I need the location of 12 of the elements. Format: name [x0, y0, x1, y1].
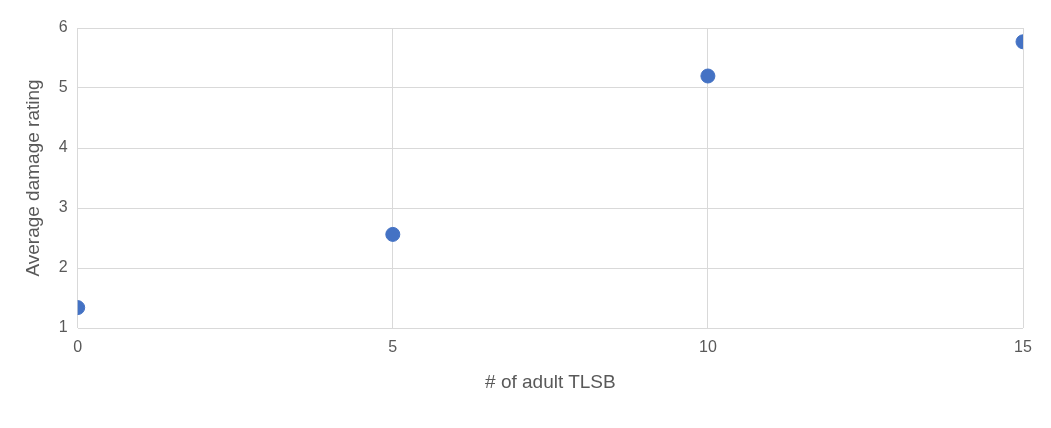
y-tick-label: 2 [58, 258, 68, 276]
x-tick-label: 0 [73, 338, 83, 356]
y-tick-label: 1 [58, 318, 68, 336]
y-axis-title: Average damage rating [21, 79, 43, 277]
y-tick-label: 5 [58, 78, 68, 96]
x-axis-title: # of adult TLSB [485, 370, 616, 392]
y-tick-label: 4 [58, 138, 68, 156]
x-tick-label: 10 [699, 338, 717, 356]
y-tick-label: 6 [58, 18, 68, 36]
y-tick-label: 3 [58, 198, 68, 216]
x-tick-label: 5 [388, 338, 398, 356]
x-tick-label: 15 [1014, 338, 1032, 356]
